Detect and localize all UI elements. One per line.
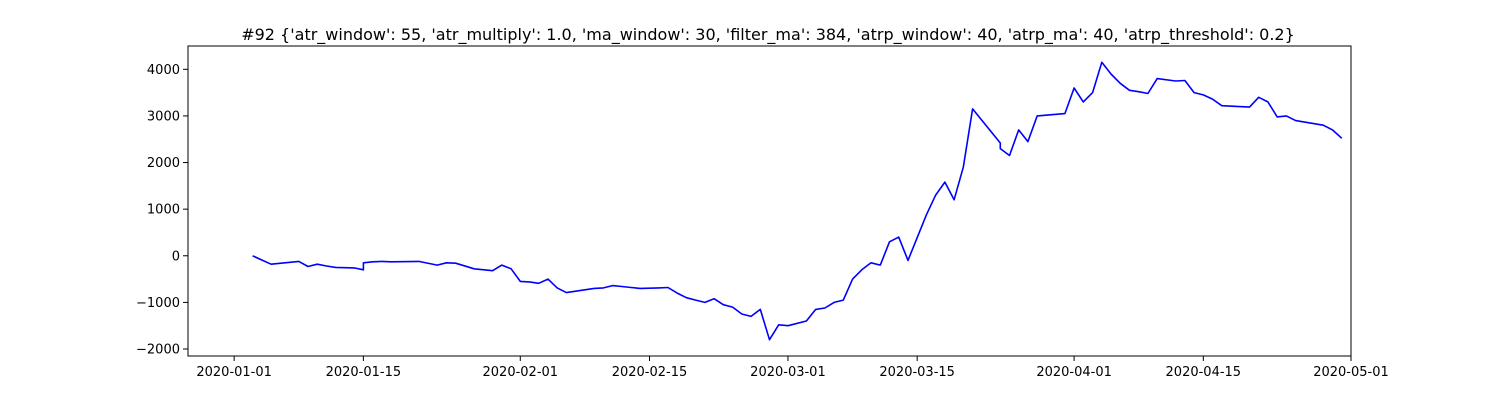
x-tick-label: 2020-02-15 bbox=[612, 365, 688, 380]
x-tick-label: 2020-04-15 bbox=[1166, 365, 1242, 380]
x-tick-label: 2020-03-15 bbox=[879, 365, 955, 380]
series-layer bbox=[252, 61, 1343, 341]
y-tick-label: −1000 bbox=[136, 296, 180, 311]
x-tick-label: 2020-05-01 bbox=[1313, 365, 1389, 380]
x-tick-label: 2020-03-01 bbox=[750, 365, 826, 380]
y-tick-label: 4000 bbox=[147, 63, 180, 78]
y-tick-label: 3000 bbox=[147, 109, 180, 124]
series-line-0 bbox=[252, 61, 1343, 341]
y-axis: −2000 −1000 0 1000 2000 3000 4000 bbox=[136, 63, 188, 358]
y-tick-label: 2000 bbox=[147, 156, 180, 171]
y-tick-label: 0 bbox=[172, 249, 180, 264]
chart-title: #92 {'atr_window': 55, 'atr_multiply': 1… bbox=[241, 25, 1295, 45]
x-tick-label: 2020-01-15 bbox=[326, 365, 402, 380]
plot-frame bbox=[187, 45, 1352, 357]
y-tick-label: 1000 bbox=[147, 203, 180, 218]
y-tick-label: −2000 bbox=[136, 343, 180, 358]
x-axis: 2020-01-01 2020-01-15 2020-02-01 2020-02-15… bbox=[196, 356, 1389, 380]
x-tick-label: 2020-01-01 bbox=[196, 365, 272, 380]
x-tick-label: 2020-04-01 bbox=[1036, 365, 1112, 380]
x-tick-label: 2020-02-01 bbox=[483, 365, 559, 380]
